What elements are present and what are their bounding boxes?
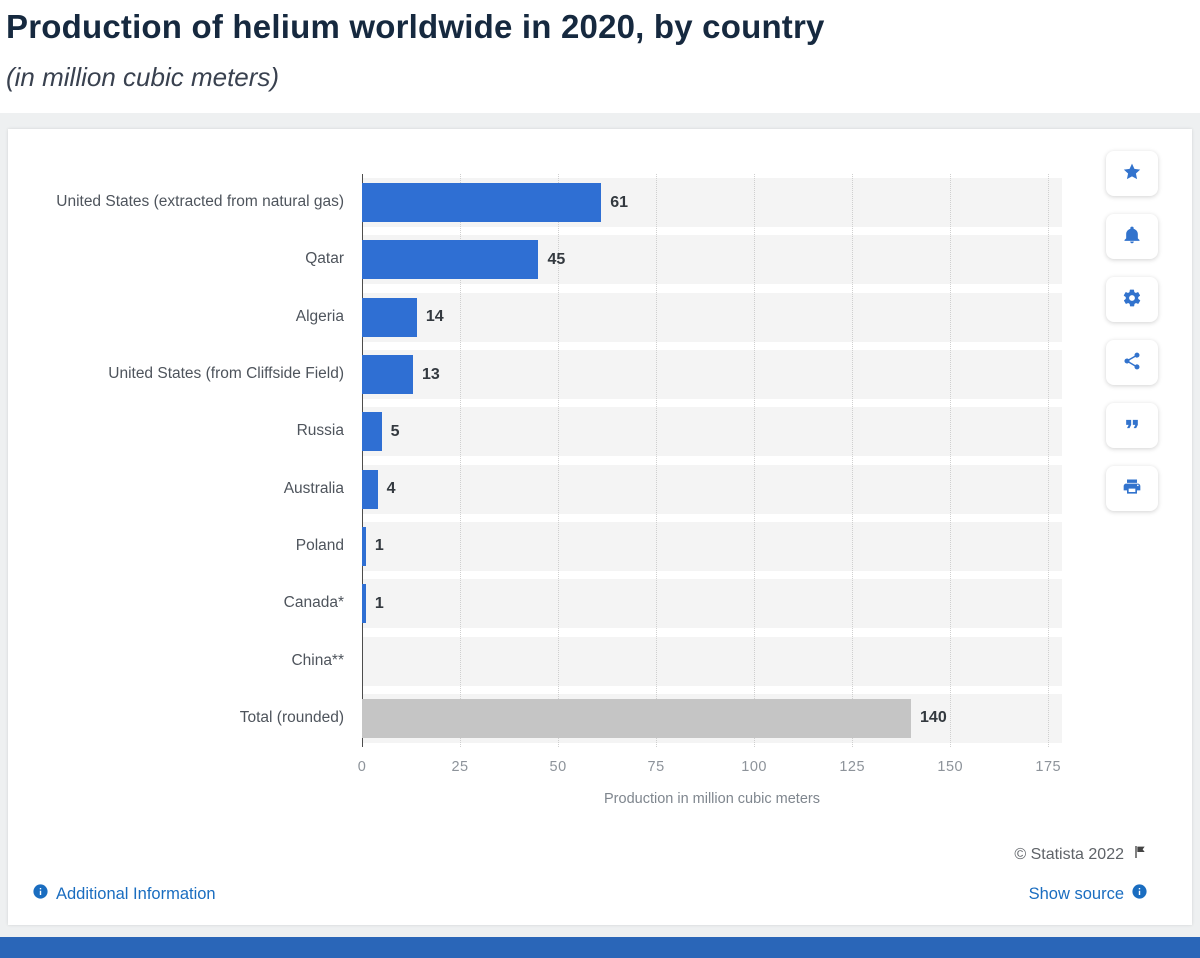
info-icon [32,883,49,905]
show-source-label: Show source [1028,884,1124,903]
share-icon [1122,351,1142,374]
bar[interactable] [362,297,417,337]
bar[interactable] [362,469,378,509]
value-label: 13 [421,365,440,383]
x-tick-label: 125 [839,758,866,775]
value-label: 1 [374,594,384,612]
chart-row: Poland 1 [8,518,1192,575]
category-label: Poland [295,536,344,554]
x-tick-label: 0 [357,758,367,775]
x-tick-label: 100 [741,758,768,775]
bar-track: 45 [362,235,1062,285]
chart-row: Total (rounded) 140 [8,690,1192,747]
category-label: Australia [283,479,344,497]
value-label: 14 [425,308,444,326]
chart-area: United States (extracted from natural ga… [8,129,1192,807]
additional-information-label: Additional Information [56,884,216,903]
bar-track [362,636,1062,686]
bar[interactable] [362,355,413,395]
x-tick-label: 175 [1035,758,1062,775]
chart-row: Algeria 14 [8,289,1192,346]
category-label: United States (extracted from natural ga… [56,193,344,211]
x-tick-label: 50 [549,758,567,775]
print-button[interactable] [1106,466,1158,511]
bar-track: 14 [362,292,1062,342]
bell-icon [1122,225,1142,248]
category-label: Canada* [283,594,344,612]
chart-card: United States (extracted from natural ga… [8,129,1192,925]
bar-track: 13 [362,350,1062,400]
x-tick-label: 150 [937,758,964,775]
chart-row: Russia 5 [8,403,1192,460]
footer-links: Additional Information Show source [32,883,1148,905]
category-label: Total (rounded) [239,708,344,726]
value-label: 61 [610,193,628,211]
share-button[interactable] [1106,340,1158,385]
printer-icon [1122,477,1142,500]
bar-track: 4 [362,464,1062,514]
page-title: Production of helium worldwide in 2020, … [6,8,825,45]
copyright-text: © Statista 2022 [1014,845,1124,863]
bar[interactable] [362,526,366,566]
star-icon [1122,162,1142,185]
page-header: Production of helium worldwide in 2020, … [0,0,1200,113]
copyright: © Statista 2022 [1014,844,1148,865]
bar-track: 1 [362,579,1062,629]
info-icon [1131,883,1148,905]
statista-flag-icon [1132,844,1148,865]
x-axis-title: Production in million cubic meters [604,790,820,807]
chart-row: United States (from Cliffside Field) 13 [8,346,1192,403]
category-label: United States (from Cliffside Field) [108,365,344,383]
bar-track: 61 [362,178,1062,228]
chart-toolbar [1106,151,1158,511]
chart-rows: United States (extracted from natural ga… [8,174,1192,747]
value-label: 4 [386,480,396,498]
page-subtitle: (in million cubic meters) [6,62,280,92]
bar[interactable] [362,584,366,624]
gear-icon [1122,288,1142,311]
additional-information-link[interactable]: Additional Information [32,883,216,905]
value-label: 140 [920,709,947,727]
x-axis: 0 25 50 75 100 125 150 175 [358,751,1062,779]
category-label: Russia [296,422,344,440]
quote-icon [1122,414,1142,437]
category-label: Algeria [295,307,344,325]
bar[interactable] [362,240,539,280]
bar-track: 140 [362,693,1062,743]
category-label: Qatar [305,250,344,268]
favorite-button[interactable] [1106,151,1158,196]
bottom-accent-bar [0,937,1200,958]
category-label: China** [291,651,344,669]
x-tick-label: 25 [451,758,469,775]
citation-button[interactable] [1106,403,1158,448]
bar[interactable] [362,412,382,452]
chart-row: United States (extracted from natural ga… [8,174,1192,231]
chart-row: Canada* 1 [8,575,1192,632]
chart-row: China** [8,632,1192,689]
bar-track: 1 [362,521,1062,571]
bar[interactable] [362,183,602,223]
chart-row: Australia 4 [8,460,1192,517]
show-source-link[interactable]: Show source [1029,883,1148,905]
alerts-button[interactable] [1106,214,1158,259]
settings-button[interactable] [1106,277,1158,322]
value-label: 45 [547,250,566,268]
bar[interactable] [362,698,912,738]
x-tick-label: 75 [647,758,665,775]
bar-track: 5 [362,407,1062,457]
value-label: 1 [374,537,384,555]
value-label: 5 [390,422,400,440]
chart-row: Qatar 45 [8,231,1192,288]
